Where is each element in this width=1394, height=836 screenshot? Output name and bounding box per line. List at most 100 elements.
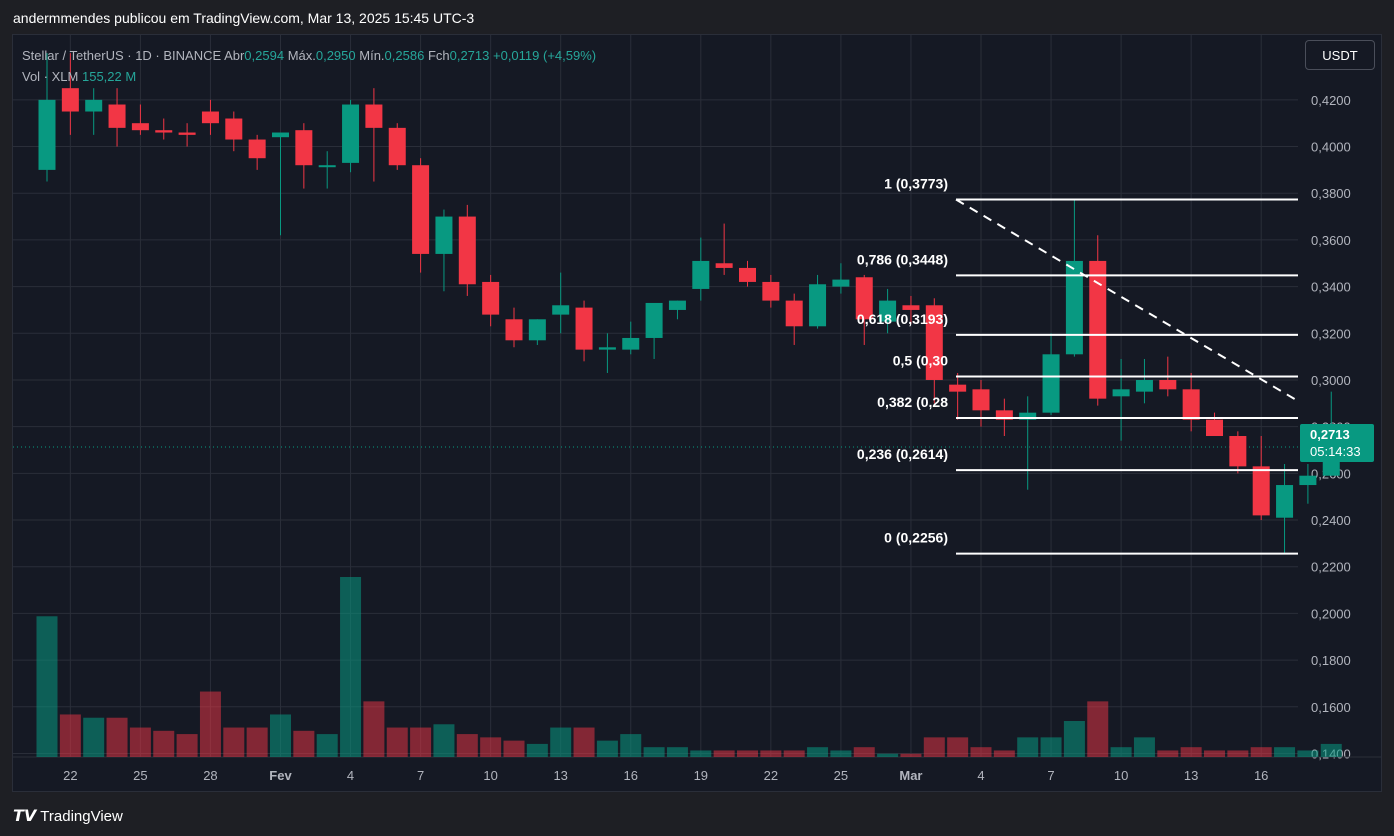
candle-body [458,216,476,285]
volume-bar [246,727,268,757]
volume-bar [340,577,362,757]
candle-body [1276,485,1294,518]
volume-bar [1250,747,1272,757]
volume-bar [363,701,385,757]
volume-bar [970,747,992,757]
date-tick-label: 10 [483,768,497,783]
currency-unit-button[interactable]: USDT [1305,40,1375,70]
candle-body [552,305,570,315]
volume-bar [947,737,969,757]
candle-body [108,104,126,128]
tradingview-logo-icon: 𝙏𝙑 [13,808,37,825]
volume-bar [1297,750,1319,757]
fib-level-label: 0,618 (0,3193) [857,311,948,327]
date-tick-label: 13 [553,768,567,783]
date-tick-label: 19 [694,768,708,783]
low-label: Mín. [359,48,385,63]
candle-body [155,130,173,133]
volume-bar [176,734,198,757]
publish-header: andermmendes publicou em TradingView.com… [13,10,475,26]
price-tick-label: 0,3000 [1311,373,1351,388]
fib-level-label: 0,382 (0,28 [877,394,948,410]
footer-brand[interactable]: 𝙏𝙑 TradingView [13,806,123,826]
close-value: 0,2713 [449,48,490,63]
date-tick-label: 16 [1254,768,1268,783]
chart-panel[interactable]: 0,14000,16000,18000,20000,22000,24000,26… [12,34,1382,792]
candle-body [412,165,430,254]
candle-body [645,302,663,338]
candle-body [1182,389,1200,420]
candle-body [85,99,103,112]
volume-bar [1017,737,1039,757]
candle-body [61,88,79,112]
volume-bar [410,727,432,757]
volume-label[interactable]: Vol · XLM [22,69,79,84]
candle-body [342,104,360,163]
candle-body [785,300,803,327]
volume-bar [83,717,105,757]
last-price: 0,2713 [1310,427,1350,442]
fib-level-label: 0,5 (0,30 [893,352,948,368]
price-tick-label: 0,3800 [1311,186,1351,201]
last-price-tag: 0,2713 05:14:33 [1300,424,1374,462]
fib-level-label: 1 (0,3773) [884,176,948,192]
candle-body [528,319,546,341]
candle-body [388,127,406,166]
volume-bar [737,750,758,757]
volume-bar [223,727,245,757]
volume-value: 155,22 M [81,69,137,84]
candle-body [1135,379,1153,392]
volume-line: Vol · XLM 155,22 M [22,66,596,87]
volume-bar [830,750,852,757]
candle-body [1112,389,1130,397]
volume-bar [643,747,665,757]
date-tick-label: 22 [63,768,77,783]
candle-body [762,281,780,301]
candle-body [622,337,640,350]
volume-bar [900,753,922,757]
candle-body [575,307,593,350]
price-tick-label: 0,1800 [1311,653,1351,668]
candle-body [855,277,873,320]
close-label: Fch [427,48,450,63]
candle-body [365,104,383,128]
date-tick-label: 4 [977,768,984,783]
volume-bar [293,730,315,757]
volume-bar [456,734,478,757]
volume-bar [59,714,81,757]
candle-body [1089,260,1107,399]
volume-bar [503,740,525,757]
candle-body [225,118,243,140]
volume-bar [480,737,502,757]
candle-body [505,319,523,341]
price-tick-label: 0,3200 [1311,326,1351,341]
top-bar: andermmendes publicou em TradingView.com… [0,0,1394,34]
candle-body [272,132,289,138]
price-tick-label: 0,1600 [1311,700,1351,715]
volume-bar [596,740,618,757]
candle-body [482,281,500,315]
fib-level-label: 0,786 (0,3448) [857,251,948,267]
candle-body [38,99,56,170]
volume-bar [106,717,128,757]
volume-bar [1157,750,1179,757]
volume-bar [1110,747,1132,757]
date-tick-label: 25 [133,768,147,783]
candle-body [295,130,313,166]
price-tick-label: 0,2400 [1311,513,1351,528]
volume-bar [526,743,548,757]
candlestick-chart[interactable]: 0,14000,16000,18000,20000,22000,24000,26… [13,35,1381,791]
candle-body [1042,354,1060,413]
volume-bar [1274,747,1296,757]
volume-bar [36,616,58,757]
volume-bar [783,750,805,757]
volume-bar [1180,747,1202,757]
date-tick-label: 7 [1047,768,1054,783]
candle-body [178,132,196,135]
candle-body [248,139,266,159]
price-tick-label: 0,3600 [1311,233,1351,248]
volume-bar [316,734,338,757]
date-tick-label: 25 [834,768,848,783]
candle-body [1019,412,1037,420]
symbol-label[interactable]: Stellar / TetherUS · 1D · BINANCE [22,48,222,63]
